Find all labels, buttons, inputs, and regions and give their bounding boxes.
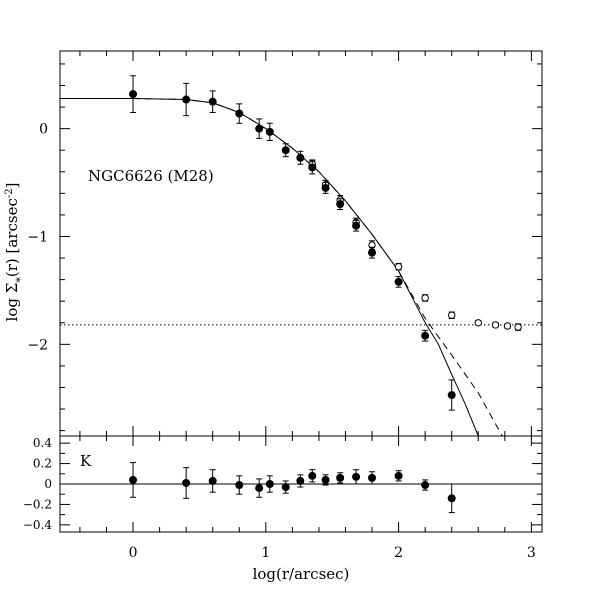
residual-point [235,481,244,490]
residual-y-tick-label: −0.4 [23,518,53,532]
residual-point [255,484,264,493]
filled-point [296,153,305,162]
filled-point [281,146,290,155]
residual-point [296,476,305,485]
x-tick-label: 2 [394,545,403,561]
filled-point [421,331,430,340]
model-solid-line [60,98,479,437]
band-annotation: K [80,452,92,470]
main-y-tick-label: 0 [39,122,48,138]
x-tick-labels: 0 1 2 3 [129,545,536,561]
residual-y-tick-label: 0.4 [33,436,52,450]
residual-point [352,472,361,481]
open-points [308,159,522,331]
main-lines [60,98,542,437]
residual-point [308,471,317,480]
open-point [474,319,482,327]
open-point [421,294,429,302]
residual-point [421,481,430,490]
main-panel: 0 −1 −2 NGC6626 (M28) log Σ*(r) [arcsec-2] [3,50,543,437]
galaxy-annotation: NGC6626 (M28) [88,167,214,185]
filled-point [235,109,244,118]
residual-ticks [60,436,542,532]
residual-y-tick-label: −0.2 [23,497,52,511]
residual-panel: 0.4 0.2 0 −0.2 −0.4 K [23,435,543,533]
residual-point [336,473,345,482]
residual-point [265,480,274,488]
main-y-tick-label: −1 [27,229,48,245]
open-point [448,311,456,319]
open-point [491,321,500,329]
residual-point [182,478,191,487]
residual-tick-labels: 0.4 0.2 0 −0.2 −0.4 [23,436,53,532]
residual-y-tick-label: 0.2 [33,457,52,471]
main-tick-labels: 0 −1 −2 [27,122,48,354]
model-dashed-line [132,98,503,437]
residual-point [368,473,377,482]
x-tick-label: 0 [129,545,138,561]
residual-point [208,476,217,485]
filled-point [129,90,138,99]
x-tick-label: 3 [527,545,536,561]
filled-point [308,163,317,172]
residual-points [129,462,456,514]
y-axis-title: log Σ*(r) [arcsec-2] [3,183,27,322]
x-axis-title: log(r/arcsec) [253,565,350,583]
filled-point [352,221,361,230]
main-plot-frame [59,50,543,437]
filled-point [447,391,456,400]
filled-point [394,277,403,286]
main-ticks [60,51,542,436]
filled-point [336,200,345,209]
filled-point [182,95,191,104]
open-point [503,322,512,330]
residual-point [447,494,456,503]
filled-point [321,183,330,192]
residual-point [281,483,290,492]
open-point [394,262,403,271]
filled-point [265,127,274,136]
x-tick-label: 1 [261,545,270,561]
filled-points [129,75,456,411]
residual-point [394,471,403,480]
main-y-tick-label: −2 [27,337,48,353]
open-point [514,323,522,331]
filled-point [368,248,377,257]
filled-point [255,124,264,133]
residual-point [129,475,138,484]
residual-y-tick-label: 0 [44,477,52,491]
residual-point [321,475,330,484]
filled-point [208,97,217,106]
